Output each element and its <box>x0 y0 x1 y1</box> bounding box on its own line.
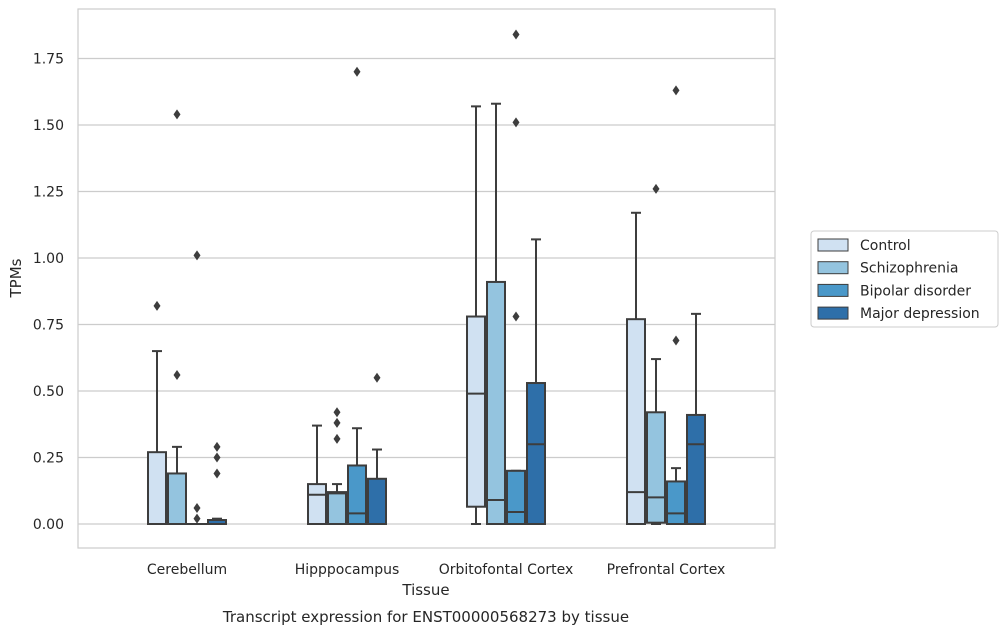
box-0-0 <box>147 300 167 525</box>
legend-frame <box>810 230 999 328</box>
legend-label: Control <box>860 238 911 254</box>
x-tick-label: Orbitofontal Cortex <box>439 562 574 578</box>
box-iqr <box>167 472 187 525</box>
outlier-point <box>672 85 680 96</box>
box-iqr <box>307 483 327 526</box>
y-tick-label: 1.25 <box>33 185 64 201</box>
box-1-2 <box>347 66 367 526</box>
box-iqr <box>347 464 367 526</box>
box-iqr <box>646 411 666 524</box>
outlier-point <box>652 183 660 194</box>
y-tick-label: 0.50 <box>33 384 64 400</box>
x-tick-label: Hipppocampus <box>295 562 400 578</box>
legend-label: Major depression <box>860 306 980 322</box>
y-axis-title: TPMs <box>7 258 25 298</box>
outlier-point <box>353 66 361 77</box>
outlier-point <box>213 468 221 479</box>
box-iqr <box>466 315 486 508</box>
y-tick-label: 0.25 <box>33 451 64 467</box>
box-1-0 <box>307 424 327 526</box>
box-3-0 <box>626 211 646 525</box>
x-tick-label: Cerebellum <box>147 562 227 578</box>
x-axis-title: Tissue <box>401 581 449 599</box>
legend-swatch <box>817 238 849 252</box>
outlier-point <box>193 503 201 514</box>
y-tick-labels: 0.00 0.25 0.50 0.75 1.00 1.25 1.50 1.75 <box>33 52 64 534</box>
chart-caption: Transcript expression for ENST0000056827… <box>222 608 629 626</box>
box-3-3 <box>686 312 706 525</box>
outlier-point <box>213 441 221 452</box>
outlier-point <box>153 300 161 311</box>
legend: Control Schizophrenia Bipolar disorder Majo… <box>810 230 999 328</box>
legend-swatch <box>817 283 849 297</box>
box-0-2 <box>187 250 207 526</box>
legend-swatch <box>817 261 849 275</box>
x-tick-labels: Cerebellum Hipppocampus Orbitofontal Corte… <box>147 562 725 578</box>
outlier-point <box>193 513 201 524</box>
box-iqr <box>626 318 646 525</box>
box-series <box>147 29 706 526</box>
box-2-3 <box>526 238 546 525</box>
box-iqr <box>686 413 706 525</box>
y-tick-label: 1.00 <box>33 251 64 267</box>
box-3-2 <box>666 85 686 526</box>
y-tick-label: 1.75 <box>33 52 64 68</box>
outlier-point <box>333 417 341 428</box>
outlier-point <box>193 250 201 261</box>
outlier-point <box>672 335 680 346</box>
legend-swatch <box>817 306 849 320</box>
plot-frame <box>77 8 776 549</box>
box-iqr <box>526 382 546 525</box>
outlier-point <box>173 370 181 381</box>
outlier-point <box>373 372 381 383</box>
outlier-point <box>213 452 221 463</box>
box-2-2 <box>506 29 526 525</box>
box-iqr <box>147 451 167 525</box>
box-3-1 <box>646 183 666 525</box>
box-0-1 <box>167 109 187 525</box>
legend-label: Schizophrenia <box>860 261 958 277</box>
y-tick-label: 1.50 <box>33 118 64 134</box>
box-iqr <box>506 469 526 525</box>
outlier-point <box>333 433 341 444</box>
gridlines <box>78 57 775 525</box>
box-1-1 <box>327 407 347 525</box>
y-tick-label: 0.75 <box>33 318 64 334</box>
outlier-point <box>512 29 520 40</box>
box-2-0 <box>466 105 486 525</box>
box-iqr <box>327 491 347 525</box>
x-tick-label: Prefrontal Cortex <box>607 562 726 578</box>
outlier-point <box>333 407 341 418</box>
box-iqr <box>486 280 506 525</box>
box-iqr <box>666 480 686 526</box>
box-2-1 <box>486 102 506 525</box>
box-iqr <box>367 477 387 525</box>
y-tick-label: 0.00 <box>33 517 64 533</box>
box-1-3 <box>367 372 387 525</box>
outlier-point <box>512 311 520 322</box>
outlier-point <box>512 117 520 128</box>
legend-label: Bipolar disorder <box>860 283 971 299</box>
outlier-point <box>173 109 181 120</box>
box-0-3 <box>207 441 227 526</box>
